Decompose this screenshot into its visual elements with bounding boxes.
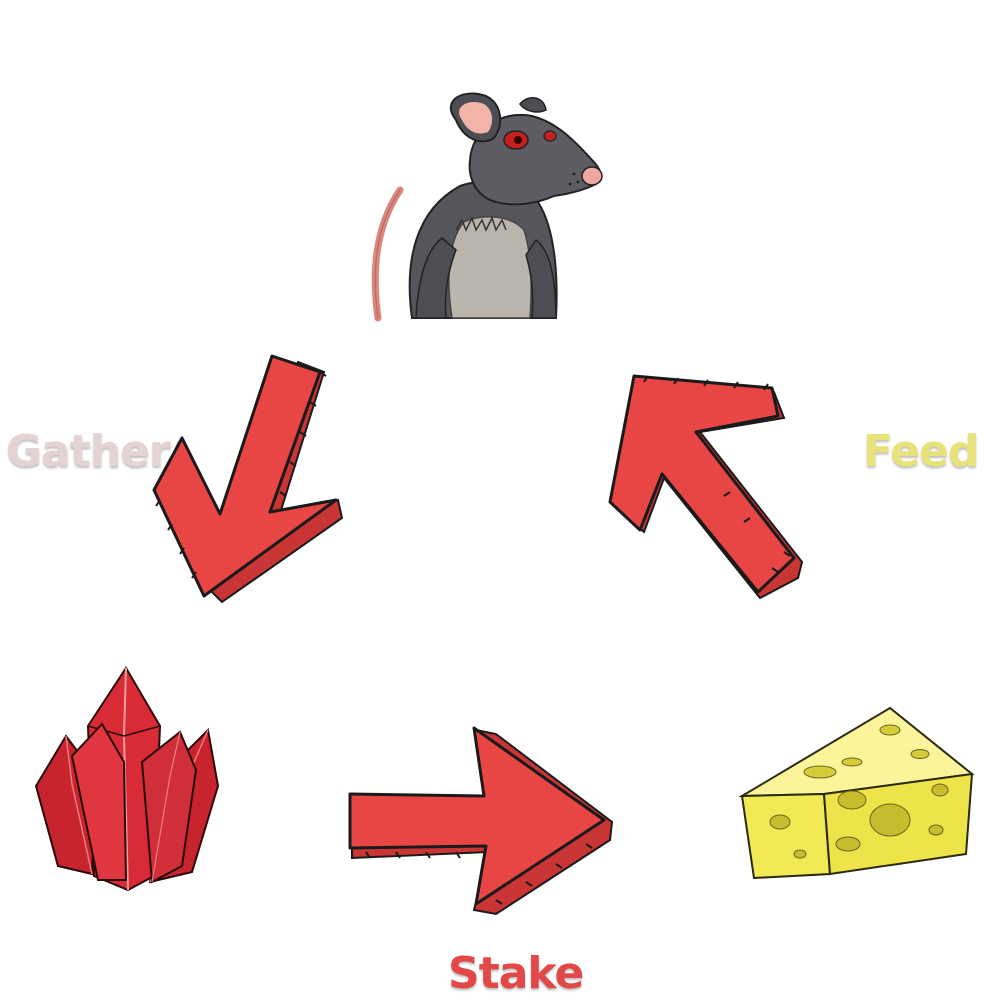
stake-label: Stake — [448, 948, 584, 999]
rat-image — [371, 92, 603, 322]
stake-arrow — [348, 726, 614, 916]
gather-arrow — [152, 354, 344, 604]
crystal-image — [34, 666, 220, 892]
feed-arrow — [608, 374, 804, 600]
feed-label: Feed — [863, 426, 979, 477]
gather-label: Gather — [6, 426, 171, 477]
cheese-image — [738, 706, 975, 880]
